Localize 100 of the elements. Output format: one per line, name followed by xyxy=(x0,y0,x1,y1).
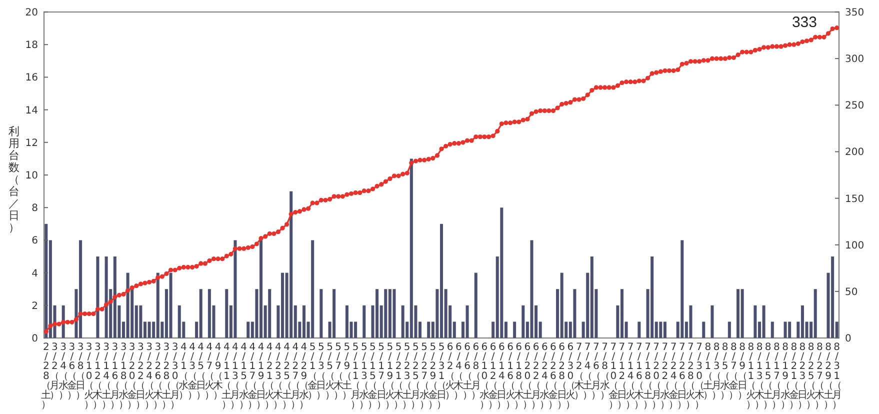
x-tick-label: 8/7（金） xyxy=(728,342,739,401)
x-tick-label: 5/25（月） xyxy=(410,342,421,411)
bar xyxy=(96,256,100,338)
x-tick-label: 6/6（土） xyxy=(462,342,472,401)
x-tick-label: 5/7（木） xyxy=(333,342,344,401)
bar xyxy=(410,158,413,338)
x-tick-label: 6/26（金） xyxy=(548,342,558,411)
y-tick-label: 2 xyxy=(32,300,38,312)
x-tick-label: 5/3（日） xyxy=(316,342,326,401)
x-tick-label: 7/8（水） xyxy=(600,342,610,401)
x-tick-label: 3/22（日） xyxy=(136,342,146,411)
y2-tick-label: 50 xyxy=(845,286,858,298)
bar xyxy=(650,256,654,338)
x-tick-label: 7/24（金） xyxy=(668,342,679,411)
x-tick-label: 8/13（木） xyxy=(754,342,764,411)
x-tick-label: 5/29（金） xyxy=(428,342,438,411)
bar xyxy=(234,240,237,338)
bar xyxy=(522,305,525,338)
x-tick-label: 3/10（火） xyxy=(84,342,94,411)
x-tick-label: 8/29（土） xyxy=(823,342,834,411)
bar xyxy=(199,289,202,338)
bar xyxy=(728,322,731,338)
bar xyxy=(754,305,757,338)
x-tick-label: 3/8（日） xyxy=(76,342,86,401)
x-tick-label: 7/22（水） xyxy=(660,342,670,411)
bar xyxy=(663,322,666,338)
x-tick-label: 3/20（金） xyxy=(127,342,138,411)
x-tick-label: 4/3（金） xyxy=(187,342,198,401)
x-tick-label: 7/20（月） xyxy=(651,342,662,411)
x-tick-label: 4/1（水） xyxy=(178,342,189,401)
bar xyxy=(560,272,564,338)
x-tick-label: 7/16（木） xyxy=(634,342,644,411)
x-tick-label: 3/16（月） xyxy=(110,342,120,411)
x-tick-label: 4/29（水） xyxy=(298,342,309,411)
x-tick-label: 8/17（月） xyxy=(772,342,782,411)
bar xyxy=(156,272,160,338)
x-tick-label: 5/27（水） xyxy=(419,342,430,411)
x-tick-label: 6/2（火） xyxy=(445,342,456,401)
x-tick-label: 5/19（火） xyxy=(384,342,395,411)
x-tick-label: 4/7（火） xyxy=(204,342,214,401)
bar xyxy=(148,322,151,338)
bar xyxy=(384,289,388,338)
y2-tick-label: 200 xyxy=(845,147,864,158)
x-tick-label: 6/10（水） xyxy=(479,342,490,411)
bar xyxy=(208,289,211,338)
bar xyxy=(246,322,250,338)
x-tick-label: 3/12（木） xyxy=(92,342,103,411)
bar xyxy=(659,322,662,338)
bar xyxy=(332,289,336,338)
bar xyxy=(740,289,744,338)
x-tick-label: 8/31（月） xyxy=(832,342,842,411)
x-tick-label: 7/10（金） xyxy=(608,342,618,411)
bar xyxy=(362,305,366,338)
bar xyxy=(770,322,774,338)
bar xyxy=(530,240,534,338)
y-tick-label: 10 xyxy=(25,170,38,182)
bar xyxy=(500,208,504,338)
x-tick-label: 4/17（金） xyxy=(247,342,258,411)
x-tick-label: 8/19（水） xyxy=(780,342,790,411)
x-tick-label: 5/21（木） xyxy=(394,342,404,411)
annotation: 333 xyxy=(792,14,817,31)
x-tick-label: 8/21（金） xyxy=(788,342,799,411)
x-tick-label: 5/15（金） xyxy=(368,342,378,411)
y2-tick-label: 100 xyxy=(845,240,864,252)
x-tick-label: 7/4（土） xyxy=(582,342,593,401)
bar xyxy=(268,289,272,338)
x-tick-label: 4/23（木） xyxy=(273,342,284,411)
x-tick-label: 5/17（日） xyxy=(376,342,386,411)
x-tick-label: 7/30（木） xyxy=(694,342,704,411)
y-tick-label: 12 xyxy=(25,138,38,149)
x-tick-label: 6/14（日） xyxy=(496,342,507,411)
bar xyxy=(280,272,284,338)
bar xyxy=(44,224,48,338)
x-tick-label: 8/25（火） xyxy=(806,342,816,411)
x-tick-label: 7/6（月） xyxy=(591,342,602,401)
y2-tick-label: 0 xyxy=(845,334,852,344)
bar xyxy=(440,224,444,338)
y2-tick-label: 350 xyxy=(845,8,864,18)
x-tick-label: 3/18（水） xyxy=(118,342,128,411)
bar xyxy=(680,240,684,338)
bar xyxy=(788,322,792,338)
x-tick-label: 3/6（金） xyxy=(66,342,77,401)
x-tick-label: 4/5（日） xyxy=(196,342,206,401)
x-tick-label: 8/15（土） xyxy=(763,342,774,411)
y2-tick-label: 150 xyxy=(845,194,864,205)
bar xyxy=(388,289,392,338)
bar xyxy=(814,289,817,338)
bar xyxy=(290,191,293,338)
bar xyxy=(590,256,594,338)
x-tick-label: 6/12（金） xyxy=(488,342,498,411)
bar xyxy=(126,272,130,338)
x-tick-label: 7/28（火） xyxy=(686,342,696,411)
bar xyxy=(466,305,469,338)
x-tick-label: 7/2（木） xyxy=(574,342,584,401)
y-tick-label: 8 xyxy=(32,203,38,214)
x-tick-label: 7/26（日） xyxy=(677,342,688,411)
x-tick-label: 3/26（木） xyxy=(152,342,163,411)
bar xyxy=(178,305,181,338)
x-tick-label: 8/11（火） xyxy=(746,342,756,411)
x-tick-label: 6/24（水） xyxy=(540,342,550,411)
